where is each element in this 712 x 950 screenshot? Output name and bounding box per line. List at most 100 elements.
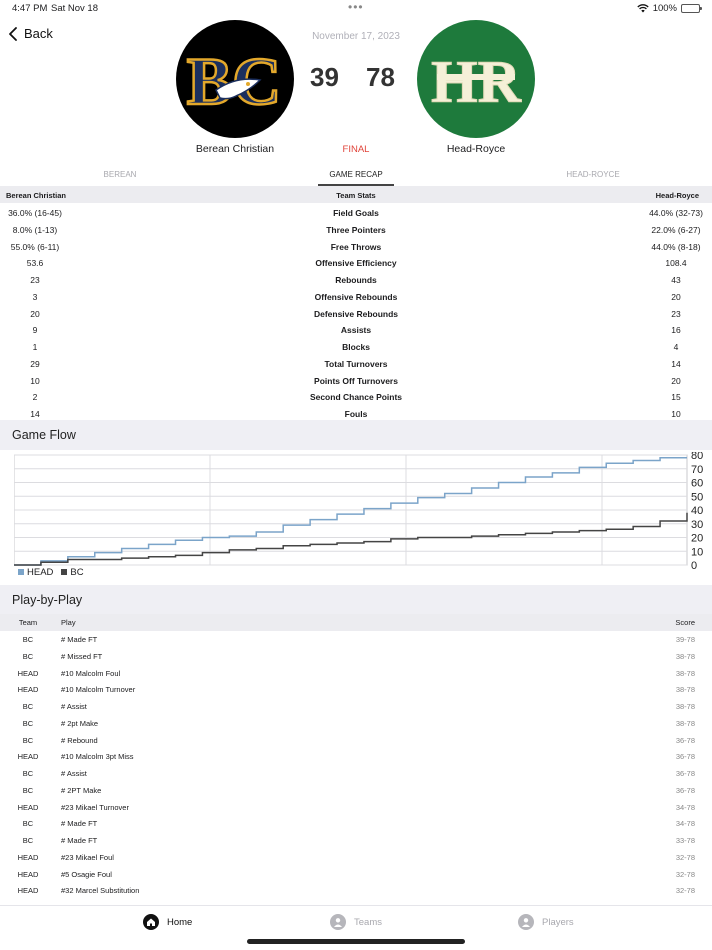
stats-header: Berean Christian Team Stats Head-Royce xyxy=(0,186,712,203)
stat-left-value: 2 xyxy=(32,392,38,403)
pbp-row[interactable]: BC # Assist 38-78 xyxy=(0,698,712,715)
stats-header-right: Head-Royce xyxy=(655,191,699,200)
pbp-play: # Rebound xyxy=(61,735,98,745)
stat-left-value: 20 xyxy=(30,308,40,319)
pbp-play: #23 Mikael Foul xyxy=(61,852,114,862)
stat-right-value: 14 xyxy=(671,358,681,369)
game-date: November 17, 2023 xyxy=(312,31,400,42)
y-tick-label: 60 xyxy=(691,478,703,490)
tabbar-home[interactable]: Home xyxy=(143,914,192,930)
tabbar-teams[interactable]: Teams xyxy=(330,914,382,930)
away-team-name: Head-Royce xyxy=(446,143,506,155)
series-line-bc xyxy=(14,512,688,566)
pbp-row[interactable]: BC # 2pt Make 38-78 xyxy=(0,715,712,732)
back-button[interactable]: Back xyxy=(8,26,53,41)
stat-left-value: 8.0% (1-13) xyxy=(12,224,58,235)
pbp-team: HEAD xyxy=(17,802,39,812)
pbp-row[interactable]: HEAD #10 Malcolm 3pt Miss 36-78 xyxy=(0,748,712,765)
pbp-play: #5 Osagie Foul xyxy=(61,869,112,879)
y-tick-label: 50 xyxy=(691,491,703,503)
pbp-play: #10 Malcolm Foul xyxy=(61,668,121,678)
y-tick-label: 70 xyxy=(691,464,703,476)
stat-label: Three Pointers xyxy=(326,224,386,235)
pbp-play: # 2PT Make xyxy=(61,785,102,795)
pbp-team: BC xyxy=(22,735,34,745)
pbp-score: 39-78 xyxy=(675,635,695,644)
pbp-list[interactable]: BC # Made FT 39-78 BC # Missed FT 38-78 HEAD #1… xyxy=(0,631,712,904)
pbp-team: BC xyxy=(22,819,34,829)
multitask-dots-icon[interactable]: ••• xyxy=(348,0,364,14)
pbp-title: Play-by-Play xyxy=(12,593,83,607)
stat-row: 23 Rebounds 43 xyxy=(0,271,712,288)
pbp-row[interactable]: HEAD #10 Malcolm Turnover 38-78 xyxy=(0,681,712,698)
status-bar: 4:47 PM Sat Nov 18 ••• 100% xyxy=(0,0,712,18)
stat-row: 1 Blocks 4 xyxy=(0,338,712,355)
tab-game-recap[interactable]: GAME RECAP xyxy=(318,170,394,186)
home-icon xyxy=(143,914,159,930)
pbp-row[interactable]: BC # Made FT 39-78 xyxy=(0,631,712,648)
legend-bc-label: BC xyxy=(70,567,84,578)
tabbar-players[interactable]: Players xyxy=(518,914,574,930)
pbp-score: 36-78 xyxy=(675,785,695,795)
pbp-row[interactable]: BC # 2PT Make 36-78 xyxy=(0,782,712,799)
y-tick-label: 30 xyxy=(691,519,703,531)
tab-berean[interactable]: BEREAN xyxy=(103,170,137,179)
chevron-left-icon xyxy=(9,26,17,41)
pbp-row[interactable]: BC # Rebound 36-78 xyxy=(0,732,712,749)
pbp-row[interactable]: BC # Made FT 34-78 xyxy=(0,815,712,832)
bottom-tab-bar: Home Teams Players xyxy=(0,905,712,950)
away-team-logo[interactable]: HR xyxy=(417,20,535,138)
pbp-row[interactable]: HEAD #10 Malcolm Foul 38-78 xyxy=(0,665,712,682)
pbp-score: 38-78 xyxy=(675,718,695,728)
tab-head-royce[interactable]: HEAD-ROYCE xyxy=(566,170,620,179)
pbp-row[interactable]: BC # Missed FT 38-78 xyxy=(0,648,712,665)
stat-left-value: 23 xyxy=(30,275,40,285)
stat-label: Free Throws xyxy=(330,241,382,252)
pbp-play: # Assist xyxy=(61,702,87,711)
wifi-icon xyxy=(637,4,649,13)
tabbar-home-label: Home xyxy=(167,916,193,928)
stat-left-value: 53.6 xyxy=(26,258,44,269)
pbp-team: HEAD xyxy=(17,886,39,896)
stat-row: 20 Defensive Rebounds 23 xyxy=(0,305,712,322)
stat-row: 36.0% (16-45) Field Goals 44.0% (32-73) xyxy=(0,204,712,221)
stats-header-center: Team Stats xyxy=(336,191,376,200)
stat-left-value: 9 xyxy=(32,325,38,336)
stat-left-value: 29 xyxy=(30,358,40,369)
pbp-row[interactable]: HEAD #5 Osagie Foul 32-78 xyxy=(0,866,712,883)
game-status: FINAL xyxy=(342,144,370,155)
legend-head: HEAD xyxy=(18,567,53,578)
battery-percent: 100% xyxy=(652,3,677,14)
pbp-score: 38-78 xyxy=(675,702,695,711)
pbp-row[interactable]: BC # Assist 36-78 xyxy=(0,765,712,782)
stat-left-value: 3 xyxy=(32,291,38,302)
stat-row: 2 Second Chance Points 15 xyxy=(0,388,712,405)
pbp-score: 32-78 xyxy=(675,869,695,879)
home-team-logo[interactable]: BC xyxy=(176,20,294,138)
stat-left-value: 55.0% (6-11) xyxy=(10,241,60,252)
pbp-score: 36-78 xyxy=(675,735,695,745)
away-logo-text: HR xyxy=(431,49,522,115)
stat-right-value: 44.0% (32-73) xyxy=(649,208,703,218)
pbp-row[interactable]: HEAD #23 Mikael Turnover 34-78 xyxy=(0,799,712,816)
pbp-team: HEAD xyxy=(17,752,39,762)
stat-row: 53.6 Offensive Efficiency 108.4 xyxy=(0,254,712,271)
pbp-team: BC xyxy=(22,836,34,845)
pbp-row[interactable]: HEAD #32 Marcel Substitution 32-78 xyxy=(0,882,712,899)
stats-header-left: Berean Christian xyxy=(6,191,67,200)
pbp-score: 34-78 xyxy=(675,802,695,812)
away-score: 78 xyxy=(366,62,395,92)
pbp-row[interactable]: HEAD #23 Mikael Foul 32-78 xyxy=(0,849,712,866)
pbp-header-play: Play xyxy=(61,618,76,627)
stat-label: Assists xyxy=(340,325,372,336)
pbp-row[interactable]: BC # Made FT 33-78 xyxy=(0,832,712,849)
segment-tabs: BEREAN GAME RECAP HEAD-ROYCE xyxy=(0,166,712,186)
pbp-score: 32-78 xyxy=(675,886,695,896)
stat-right-value: 4 xyxy=(673,342,679,352)
pbp-play: #10 Malcolm 3pt Miss xyxy=(61,752,134,762)
stat-row: 9 Assists 16 xyxy=(0,321,712,338)
pbp-team: BC xyxy=(22,635,34,644)
stat-right-value: 44.0% (8-18) xyxy=(651,241,701,252)
stat-right-value: 16 xyxy=(671,325,681,336)
back-label: Back xyxy=(24,26,53,41)
